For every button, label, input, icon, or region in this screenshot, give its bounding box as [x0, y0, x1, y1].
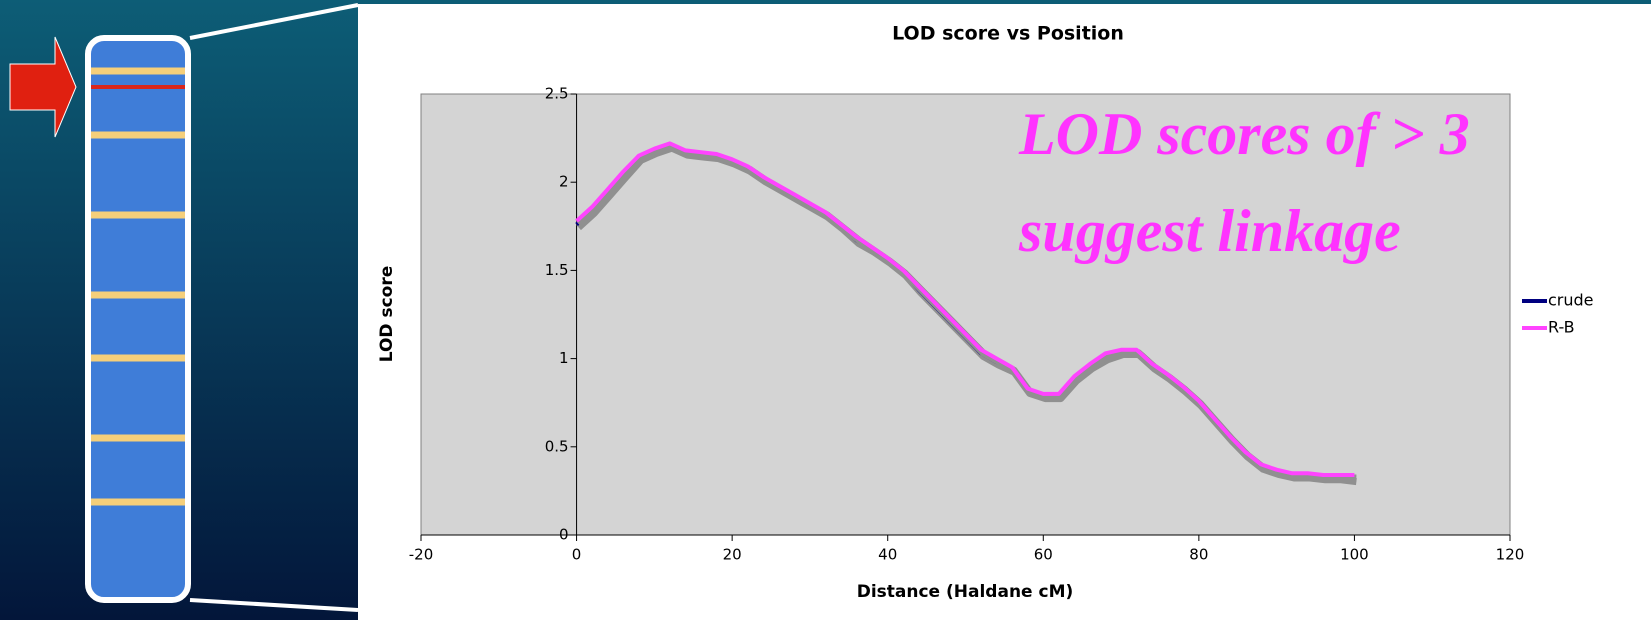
- x-tick-label: 120: [1496, 546, 1525, 564]
- y-tick-label: 1: [559, 349, 569, 367]
- x-tick-label: -20: [409, 546, 434, 564]
- y-tick-label: 1.5: [545, 261, 569, 279]
- x-tick-label: 80: [1189, 546, 1208, 564]
- annotation: LOD scores of > 3: [1018, 101, 1470, 167]
- chromosome-bands: [91, 67, 185, 506]
- x-tick-label: 0: [572, 546, 582, 564]
- x-tick-label: 60: [1034, 546, 1053, 564]
- plot-area: [420, 93, 1511, 536]
- x-axis-label: Distance (Haldane cM): [857, 582, 1074, 602]
- x-tick-label: 20: [723, 546, 742, 564]
- chromosome: [85, 35, 191, 603]
- chromosome-body: [85, 35, 191, 603]
- zoom-line: [189, 3, 359, 40]
- x-tick-label: 40: [878, 546, 897, 564]
- arrow: [9, 36, 77, 138]
- zoom-line: [189, 598, 359, 612]
- annotation: suggest linkage: [1018, 198, 1401, 264]
- legend-label: crude: [1548, 291, 1594, 310]
- x-tick-label: 100: [1340, 546, 1369, 564]
- legend-label: R-B: [1548, 318, 1575, 337]
- series-line: [575, 141, 1355, 477]
- y-tick-label: 2.5: [545, 85, 569, 103]
- chart-title: LOD score vs Position: [892, 23, 1124, 45]
- y-tick-label: 0.5: [545, 437, 569, 455]
- y-tick-label: 2: [559, 173, 569, 191]
- y-axis-label: LOD score: [377, 266, 397, 363]
